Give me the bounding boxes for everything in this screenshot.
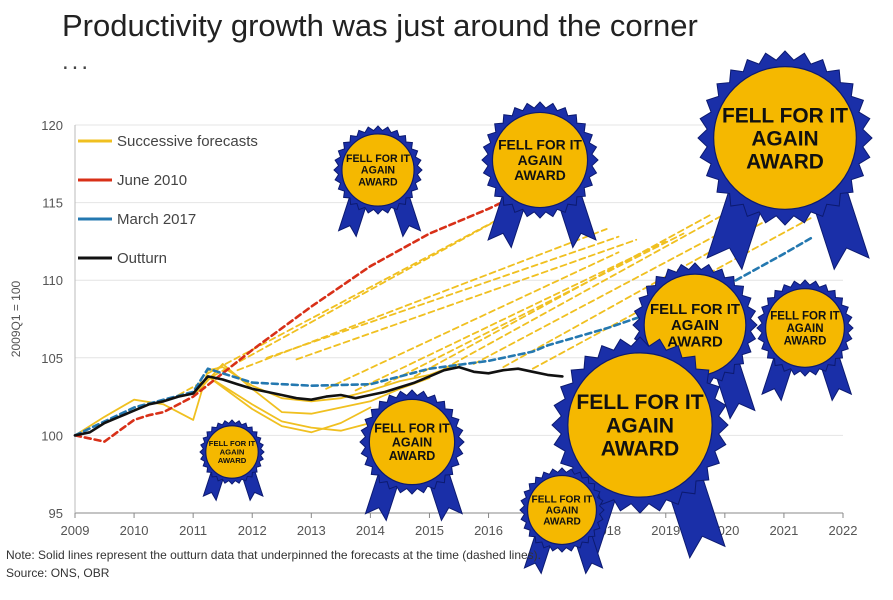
badge-text: AWARD bbox=[358, 176, 398, 188]
x-tick-label: 2013 bbox=[297, 523, 326, 538]
x-tick-label: 2011 bbox=[179, 523, 207, 538]
series-successive-forecasts-line bbox=[384, 232, 685, 386]
x-tick-label: 2009 bbox=[61, 523, 90, 538]
badge-disc bbox=[713, 66, 857, 210]
y-axis-label: 2009Q1 = 100 bbox=[9, 280, 23, 357]
badge-text: FELL FOR IT bbox=[209, 439, 256, 448]
badge-text: AGAIN bbox=[518, 152, 563, 168]
badge-text: AWARD bbox=[543, 517, 581, 528]
badge-text: AGAIN bbox=[546, 506, 579, 517]
badge-text: FELL FOR IT bbox=[650, 302, 740, 318]
series-successive-forecasts-line bbox=[295, 238, 638, 361]
y-tick-label: 120 bbox=[41, 118, 63, 133]
x-tick-label: 2010 bbox=[120, 523, 149, 538]
y-tick-label: 115 bbox=[42, 196, 63, 211]
badge-text: AGAIN bbox=[671, 318, 719, 334]
series-successive-forecasts-line bbox=[325, 251, 620, 390]
x-tick-label: 2014 bbox=[356, 523, 385, 538]
badge-text: FELL FOR IT bbox=[346, 153, 410, 165]
legend-label: Successive forecasts bbox=[117, 133, 258, 150]
badge-disc bbox=[341, 133, 415, 207]
x-tick-label: 2012 bbox=[238, 523, 267, 538]
series-successive-forecasts-line bbox=[413, 212, 714, 378]
x-tick-label: 2021 bbox=[769, 523, 798, 538]
badge-disc bbox=[765, 288, 845, 368]
legend-label: Outturn bbox=[117, 250, 167, 267]
legend-label: March 2017 bbox=[117, 211, 196, 228]
series-outturn-line bbox=[73, 365, 564, 437]
badge-disc bbox=[368, 398, 456, 486]
chart-legend: Successive forecasts June 2010 March 2017 O… bbox=[78, 133, 258, 267]
badge-text: AWARD bbox=[601, 438, 680, 461]
badge-text: AWARD bbox=[389, 449, 436, 463]
badge-text: AWARD bbox=[514, 167, 566, 183]
badge-text: FELL FOR IT bbox=[498, 137, 582, 153]
series-successive-forecasts-line bbox=[266, 235, 620, 359]
badge-disc bbox=[567, 352, 713, 498]
badge-text: AWARD bbox=[667, 335, 723, 351]
y-tick-label: 105 bbox=[41, 351, 63, 366]
badge-text: AWARD bbox=[746, 150, 824, 173]
y-tick-label: 110 bbox=[42, 273, 63, 288]
chart-note: Note: Solid lines represent the outturn … bbox=[6, 548, 541, 562]
legend-label: June 2010 bbox=[117, 172, 187, 189]
y-tick-label: 100 bbox=[41, 428, 63, 443]
badge-text: AGAIN bbox=[220, 448, 245, 457]
page-title: Productivity growth was just around the … bbox=[62, 8, 698, 43]
badge-text: AGAIN bbox=[786, 323, 823, 335]
badge-text: AGAIN bbox=[606, 414, 674, 437]
series-successive-forecasts-solid-outturn-vintages-line bbox=[207, 375, 372, 434]
series-successive-forecasts-line bbox=[443, 203, 744, 370]
badge-disc bbox=[491, 111, 589, 209]
series-june-2010-line bbox=[73, 193, 520, 443]
badge-text: AGAIN bbox=[361, 165, 395, 177]
x-tick-label: 2019 bbox=[651, 523, 680, 538]
x-tick-label: 2015 bbox=[415, 523, 444, 538]
badge-text: FELL FOR IT bbox=[770, 310, 839, 322]
badge-disc bbox=[526, 474, 598, 546]
chart-source: Source: ONS, OBR bbox=[6, 566, 110, 580]
series-successive-forecasts-line bbox=[207, 200, 534, 375]
badge-text: AGAIN bbox=[392, 435, 432, 449]
badge-text: FELL FOR IT bbox=[576, 391, 703, 414]
badge-text: AWARD bbox=[784, 336, 827, 348]
badge-text: AGAIN bbox=[751, 127, 818, 150]
series-successive-forecasts-line bbox=[502, 203, 797, 368]
badge-text: FELL FOR IT bbox=[532, 494, 594, 505]
series-successive-forecasts-solid-outturn-vintages-line bbox=[74, 363, 460, 437]
y-tick-label: 95 bbox=[49, 506, 63, 521]
badge-text: AWARD bbox=[218, 456, 247, 465]
badge-disc bbox=[205, 425, 259, 479]
badge-text: FELL FOR IT bbox=[722, 104, 848, 127]
badge-text: FELL FOR IT bbox=[374, 422, 450, 436]
x-tick-label: 2022 bbox=[829, 523, 858, 538]
title-ellipsis: ... bbox=[62, 48, 92, 75]
x-tick-label: 2016 bbox=[474, 523, 503, 538]
series-successive-forecasts-solid-outturn-vintages-line bbox=[192, 363, 431, 415]
series-successive-forecasts-line bbox=[354, 240, 667, 392]
